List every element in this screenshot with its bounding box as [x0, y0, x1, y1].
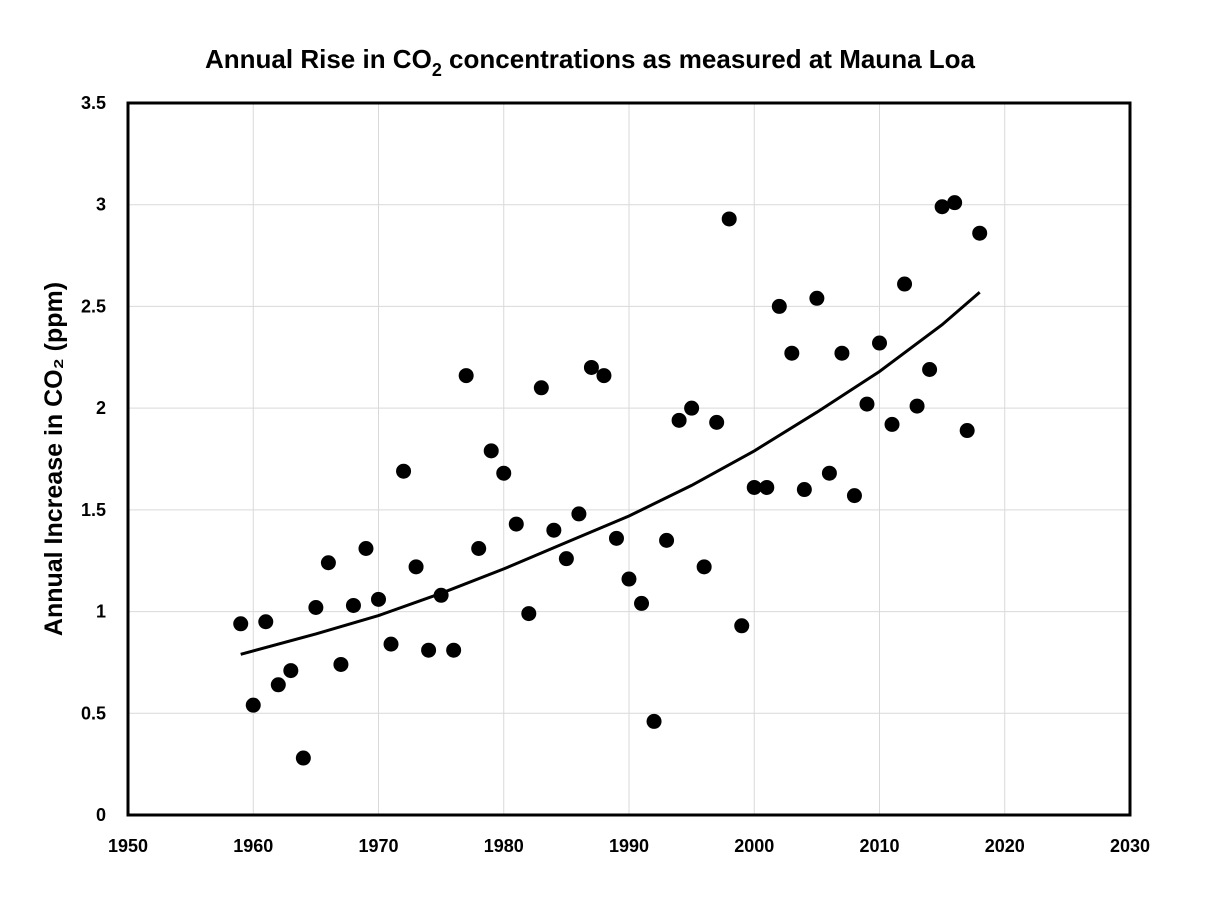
data-point: [308, 600, 324, 616]
data-point: [345, 597, 361, 613]
chart-title-sub: 2: [432, 60, 442, 80]
data-point: [358, 541, 374, 557]
data-point: [596, 368, 612, 384]
trendline: [240, 291, 981, 656]
data-point: [721, 211, 737, 227]
x-tick-label: 1980: [484, 836, 524, 856]
y-tick-label: 1: [96, 602, 106, 622]
data-point: [483, 443, 499, 459]
data-point: [671, 412, 687, 428]
data-point: [846, 488, 862, 504]
data-point: [258, 614, 274, 630]
x-tick-label: 2020: [985, 836, 1025, 856]
data-point: [947, 195, 963, 211]
y-tick-label: 1.5: [81, 500, 106, 520]
x-tick-label: 1960: [233, 836, 273, 856]
x-tick-label: 2030: [1110, 836, 1150, 856]
data-point: [608, 530, 624, 546]
data-point: [583, 359, 599, 375]
data-point: [734, 618, 750, 634]
plot-area-border: [126, 101, 1132, 817]
data-point: [796, 482, 812, 498]
data-point: [759, 479, 775, 495]
data-point: [771, 298, 787, 314]
data-point: [909, 398, 925, 414]
data-point: [458, 368, 474, 384]
data-point: [784, 345, 800, 361]
y-tick-label: 3.5: [81, 93, 106, 113]
data-point: [972, 225, 988, 241]
data-point: [709, 414, 725, 430]
y-tick-label: 2: [96, 398, 106, 418]
data-point: [433, 587, 449, 603]
data-point: [533, 380, 549, 396]
y-tick-label: 0.5: [81, 703, 106, 723]
data-point: [270, 677, 286, 693]
data-point: [959, 423, 975, 439]
y-tick-label: 2.5: [81, 296, 106, 316]
y-axis-title: Annual Increase in CO₂ (ppm): [40, 282, 68, 636]
y-tick-label: 0: [96, 805, 106, 825]
data-point: [295, 750, 311, 766]
data-point: [446, 642, 462, 658]
chart-title: Annual Rise in CO2 concentrations as mea…: [205, 44, 976, 80]
data-point: [521, 606, 537, 622]
y-axis-ticks: 0 0.5 1 1.5 2 2.5 3 3.5: [81, 93, 106, 825]
data-point: [383, 636, 399, 652]
data-point: [571, 506, 587, 522]
data-point: [834, 345, 850, 361]
x-tick-label: 2010: [859, 836, 899, 856]
data-point: [922, 361, 938, 377]
data-point: [634, 595, 650, 611]
x-tick-label: 1970: [358, 836, 398, 856]
data-point: [546, 522, 562, 538]
data-point: [283, 663, 299, 679]
gridlines: [127, 102, 1131, 816]
data-point: [245, 697, 261, 713]
data-point: [659, 532, 675, 548]
data-point: [233, 616, 249, 632]
data-point: [558, 551, 574, 567]
x-tick-label: 1950: [108, 836, 148, 856]
data-point: [821, 465, 837, 481]
x-tick-label: 2000: [734, 836, 774, 856]
data-point: [421, 642, 437, 658]
data-point: [884, 416, 900, 432]
data-point: [396, 463, 412, 479]
data-point: [859, 396, 875, 412]
x-tick-label: 1990: [609, 836, 649, 856]
data-point: [408, 559, 424, 575]
data-point: [320, 555, 336, 571]
data-point: [872, 335, 887, 351]
chart-title-pre: Annual Rise in CO: [205, 44, 432, 74]
data-point: [471, 541, 487, 557]
chart-title-post: concentrations as measured at Mauna Loa: [442, 44, 976, 74]
data-point: [684, 400, 700, 416]
x-axis-ticks: 1950 1960 1970 1980 1990 2000 2010 2020 2030: [108, 836, 1150, 856]
data-point: [934, 199, 950, 215]
data-point: [746, 479, 762, 495]
trendline-group: [240, 291, 981, 656]
data-point: [333, 656, 349, 672]
data-point: [371, 591, 386, 607]
data-point: [646, 713, 662, 729]
data-points: [233, 195, 988, 766]
data-point: [809, 290, 825, 306]
y-tick-label: 3: [96, 195, 106, 215]
data-point: [696, 559, 712, 575]
data-point: [496, 465, 512, 481]
data-point: [897, 276, 913, 292]
data-point: [508, 516, 524, 532]
data-point: [621, 571, 637, 587]
